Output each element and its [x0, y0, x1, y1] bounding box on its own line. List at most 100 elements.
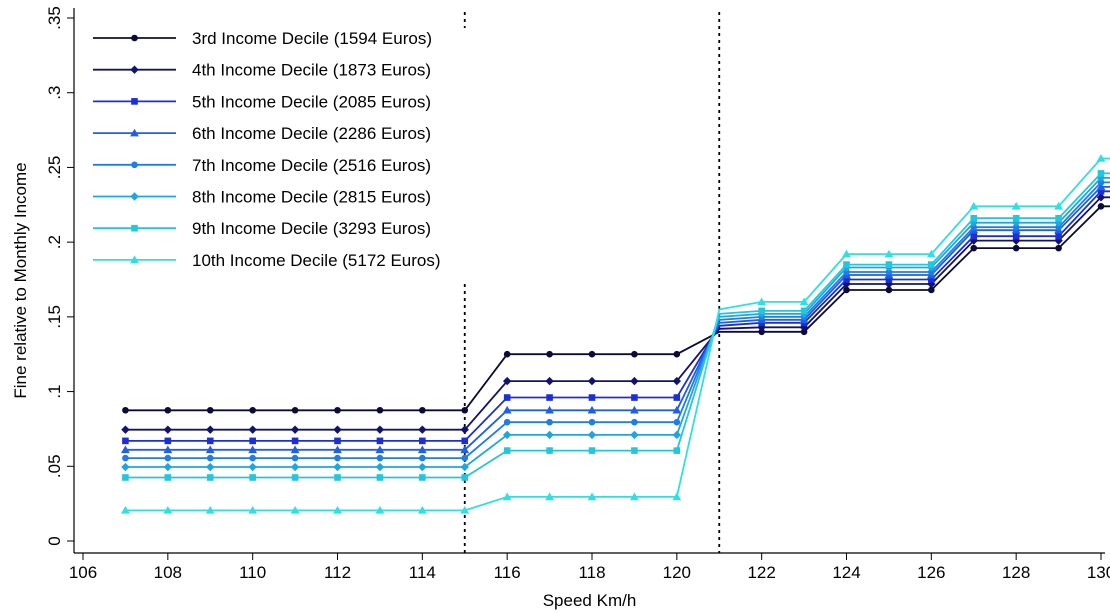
point-square [164, 474, 172, 481]
y-tick-label: .05 [45, 454, 64, 478]
point-triangle [163, 445, 173, 454]
legend-label: 10th Income Decile (5172 Euros) [192, 251, 441, 270]
point-triangle [672, 405, 682, 414]
point-diamond [333, 425, 342, 434]
point-triangle [1054, 201, 1063, 210]
x-tick-label: 116 [494, 563, 521, 582]
point-square [1012, 214, 1020, 222]
point-diamond [290, 425, 300, 434]
point-square [800, 307, 808, 315]
point-circle [1097, 202, 1105, 210]
legend-label: 6th Income Decile (2286 Euros) [192, 124, 431, 143]
x-tick-label: 128 [1002, 563, 1030, 582]
point-square [1012, 232, 1020, 240]
point-circle [546, 418, 553, 426]
point-triangle [1096, 182, 1106, 191]
point-circle [461, 454, 469, 462]
point-circle [885, 268, 893, 276]
point-diamond [545, 376, 554, 386]
series-layer [121, 154, 1110, 514]
point-circle [419, 406, 426, 414]
point-square [206, 474, 214, 481]
y-axis: 0 .05 .1 .15 .2 .25 .3 .35 [45, 6, 74, 546]
point-circle [631, 350, 638, 358]
point-square [970, 232, 978, 240]
point-triangle [757, 297, 767, 306]
point-square [131, 98, 138, 105]
point-square [334, 474, 341, 481]
point-circle [249, 454, 256, 462]
legend: 3rd Income Decile (1594 Euros) 4th Income… [93, 29, 441, 270]
point-triangle [502, 492, 512, 501]
point-circle [673, 350, 681, 358]
point-diamond [418, 425, 427, 434]
point-triangle [248, 445, 258, 454]
legend-item: 8th Income Decile (2815 Euros) [93, 187, 431, 206]
point-diamond [130, 192, 139, 201]
legend-item: 5th Income Decile (2085 Euros) [93, 92, 431, 111]
point-circle [376, 454, 384, 462]
point-square [291, 474, 299, 481]
legend-item: 4th Income Decile (1873 Euros) [93, 61, 431, 80]
point-triangle [205, 505, 215, 514]
point-diamond [460, 462, 469, 472]
x-tick-label: 112 [324, 563, 351, 582]
point-circle [164, 454, 172, 462]
point-square [291, 437, 299, 445]
point-square [122, 437, 129, 445]
point-circle [122, 454, 129, 462]
series-group [122, 179, 1110, 462]
point-square [1097, 170, 1105, 177]
point-square [419, 437, 426, 445]
point-diamond [163, 462, 173, 472]
point-circle [291, 406, 299, 414]
plot-frame [73, 8, 1105, 554]
point-square [928, 276, 935, 283]
point-circle [1055, 223, 1062, 231]
point-triangle [969, 201, 979, 210]
point-circle [131, 161, 138, 169]
point-triangle [460, 445, 470, 454]
point-circle [588, 418, 596, 426]
point-square [334, 437, 341, 445]
point-circle [885, 286, 893, 294]
point-diamond [121, 425, 130, 434]
point-diamond [163, 425, 173, 434]
point-triangle [121, 505, 130, 514]
y-tick-label: .15 [45, 305, 64, 329]
point-triangle [460, 505, 470, 514]
point-triangle [375, 445, 385, 454]
point-triangle [545, 492, 554, 501]
legend-item: 10th Income Decile (5172 Euros) [93, 251, 441, 270]
point-diamond [418, 462, 427, 472]
point-triangle [375, 505, 385, 514]
point-square [206, 437, 214, 445]
reference-lines [463, 12, 721, 553]
legend-item: 3rd Income Decile (1594 Euros) [93, 29, 432, 48]
x-tick-label: 110 [239, 563, 266, 582]
point-diamond [672, 430, 682, 440]
legend-label: 7th Income Decile (2516 Euros) [192, 156, 431, 175]
legend-item: 9th Income Decile (3293 Euros) [93, 219, 431, 238]
point-square [970, 214, 978, 222]
point-diamond [1096, 193, 1106, 202]
y-tick-label: .25 [45, 156, 64, 180]
point-triangle [630, 492, 639, 501]
point-diamond [333, 462, 342, 472]
point-square [376, 474, 384, 481]
point-square [843, 261, 850, 268]
point-square [461, 437, 469, 445]
point-triangle [205, 445, 215, 454]
point-square [503, 394, 511, 401]
point-square [758, 307, 765, 315]
point-square [928, 261, 935, 268]
legend-item: 7th Income Decile (2516 Euros) [93, 156, 431, 175]
point-triangle [333, 445, 342, 454]
point-square [885, 276, 893, 283]
point-square [249, 474, 256, 481]
point-triangle [417, 505, 427, 514]
point-square [631, 447, 638, 454]
point-square [885, 261, 893, 268]
point-triangle [121, 445, 130, 454]
